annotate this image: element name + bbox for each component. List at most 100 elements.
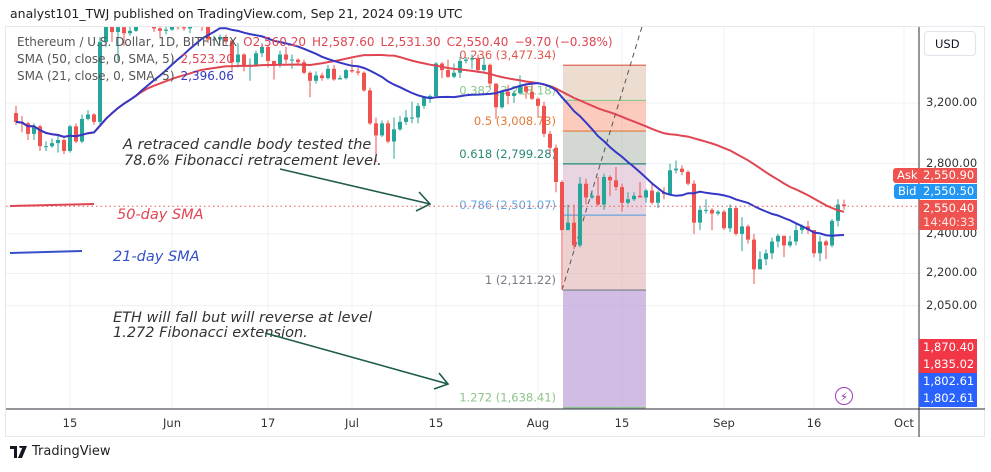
price-tick-label: 2,050.00 bbox=[926, 297, 978, 312]
candle bbox=[590, 192, 594, 200]
candle bbox=[620, 183, 624, 212]
candle bbox=[776, 233, 780, 248]
candle-body bbox=[230, 40, 234, 63]
candle bbox=[656, 190, 660, 209]
candle bbox=[842, 199, 846, 210]
candle-body bbox=[668, 170, 672, 194]
sma21-legend-line bbox=[9, 250, 83, 254]
candle bbox=[368, 87, 372, 125]
annotation-ext-line1: ETH will fall but will reverse at level bbox=[113, 310, 372, 326]
candle bbox=[608, 175, 612, 196]
candle bbox=[830, 218, 834, 248]
candle bbox=[80, 114, 84, 144]
time-tick-label: Aug bbox=[526, 416, 550, 430]
candles bbox=[14, 17, 846, 291]
candle-body bbox=[812, 230, 816, 254]
candle-body bbox=[710, 209, 714, 214]
fib-band bbox=[563, 100, 646, 132]
candle-body bbox=[626, 199, 630, 203]
candle bbox=[728, 204, 732, 233]
candle-body bbox=[446, 70, 450, 77]
candle bbox=[812, 230, 816, 258]
fib-band bbox=[563, 215, 646, 291]
candle-body bbox=[410, 117, 414, 119]
candle-body bbox=[698, 209, 702, 223]
candle-body bbox=[404, 117, 408, 122]
candle-body bbox=[200, 17, 204, 24]
candle bbox=[44, 141, 48, 151]
candle-body bbox=[152, 27, 156, 29]
candle-body bbox=[596, 195, 600, 205]
candle bbox=[650, 181, 654, 205]
candle-body bbox=[290, 59, 294, 61]
lightning-icon[interactable]: ⚡︎ bbox=[835, 387, 853, 405]
candle bbox=[26, 121, 30, 141]
candle-body bbox=[734, 208, 738, 234]
candle bbox=[56, 133, 60, 153]
candle bbox=[308, 71, 312, 98]
candle bbox=[644, 188, 648, 203]
candle bbox=[410, 101, 414, 124]
candle-body bbox=[206, 27, 210, 40]
legend-sma21[interactable]: SMA (21, close, 0, SMA, 5) 2,396.06 bbox=[17, 68, 619, 85]
candle-body bbox=[722, 211, 726, 229]
candle-body bbox=[746, 226, 750, 240]
fib-level-label: 1 (2,121.22) bbox=[485, 273, 556, 287]
candle bbox=[116, 27, 120, 61]
candle-body bbox=[308, 72, 312, 81]
candle bbox=[698, 206, 702, 231]
candle bbox=[536, 97, 540, 118]
candle bbox=[626, 192, 630, 205]
price-alert-label: 1,870.40 bbox=[919, 339, 977, 356]
candle bbox=[212, 35, 216, 42]
annotations: A retraced candle body tested the 78.6% … bbox=[9, 137, 450, 390]
candle-body bbox=[428, 95, 432, 98]
candle bbox=[836, 199, 840, 227]
legend-ohlc: Ethereum / U.S. Dollar, 1D, BITFINEX O2,5… bbox=[17, 34, 619, 51]
candle-body bbox=[836, 204, 840, 221]
candle bbox=[314, 71, 318, 84]
candle bbox=[548, 130, 552, 155]
candle-body bbox=[824, 241, 828, 246]
candle-body bbox=[314, 75, 318, 81]
candle-body bbox=[164, 29, 168, 31]
candle-body bbox=[464, 59, 468, 61]
candle bbox=[236, 43, 240, 68]
ask-label: Ask bbox=[893, 168, 919, 183]
candle-body bbox=[134, 27, 138, 31]
price-tick-label: 2,200.00 bbox=[926, 265, 978, 280]
candle-body bbox=[110, 27, 114, 33]
candle bbox=[206, 27, 210, 44]
candle bbox=[147, 27, 149, 28]
fib-level-label: 0.236 (3,477.34) bbox=[459, 48, 556, 62]
candle bbox=[434, 62, 438, 98]
candle bbox=[542, 101, 546, 137]
candle bbox=[818, 235, 822, 262]
fib-level-label: 0.618 (2,799.28) bbox=[459, 147, 556, 161]
legend-sma50[interactable]: SMA (50, close, 0, SMA, 5) 2,523.20 bbox=[17, 51, 619, 68]
candle bbox=[398, 115, 402, 131]
candle-body bbox=[386, 123, 390, 142]
candle-body bbox=[176, 27, 180, 28]
time-tick-label: 15 bbox=[62, 416, 78, 430]
candle-body bbox=[830, 220, 834, 246]
candle bbox=[14, 105, 18, 125]
candle bbox=[356, 67, 360, 76]
candle bbox=[50, 138, 54, 148]
candle-body bbox=[716, 211, 720, 214]
currency-button[interactable]: USD bbox=[924, 31, 976, 56]
legend-symbol[interactable]: Ethereum / U.S. Dollar, 1D, BITFINEX bbox=[17, 35, 238, 49]
candle-body bbox=[560, 181, 564, 231]
fib-band bbox=[563, 407, 646, 409]
candle bbox=[62, 138, 66, 155]
candle-body bbox=[578, 183, 582, 246]
candle bbox=[680, 165, 684, 176]
price-alert-label: 1,802.61 bbox=[919, 373, 977, 390]
candle bbox=[326, 64, 330, 80]
candle bbox=[692, 180, 696, 234]
candle bbox=[224, 34, 228, 45]
candle bbox=[764, 249, 768, 266]
footer: TradingView bbox=[10, 444, 111, 459]
candle bbox=[584, 178, 588, 205]
